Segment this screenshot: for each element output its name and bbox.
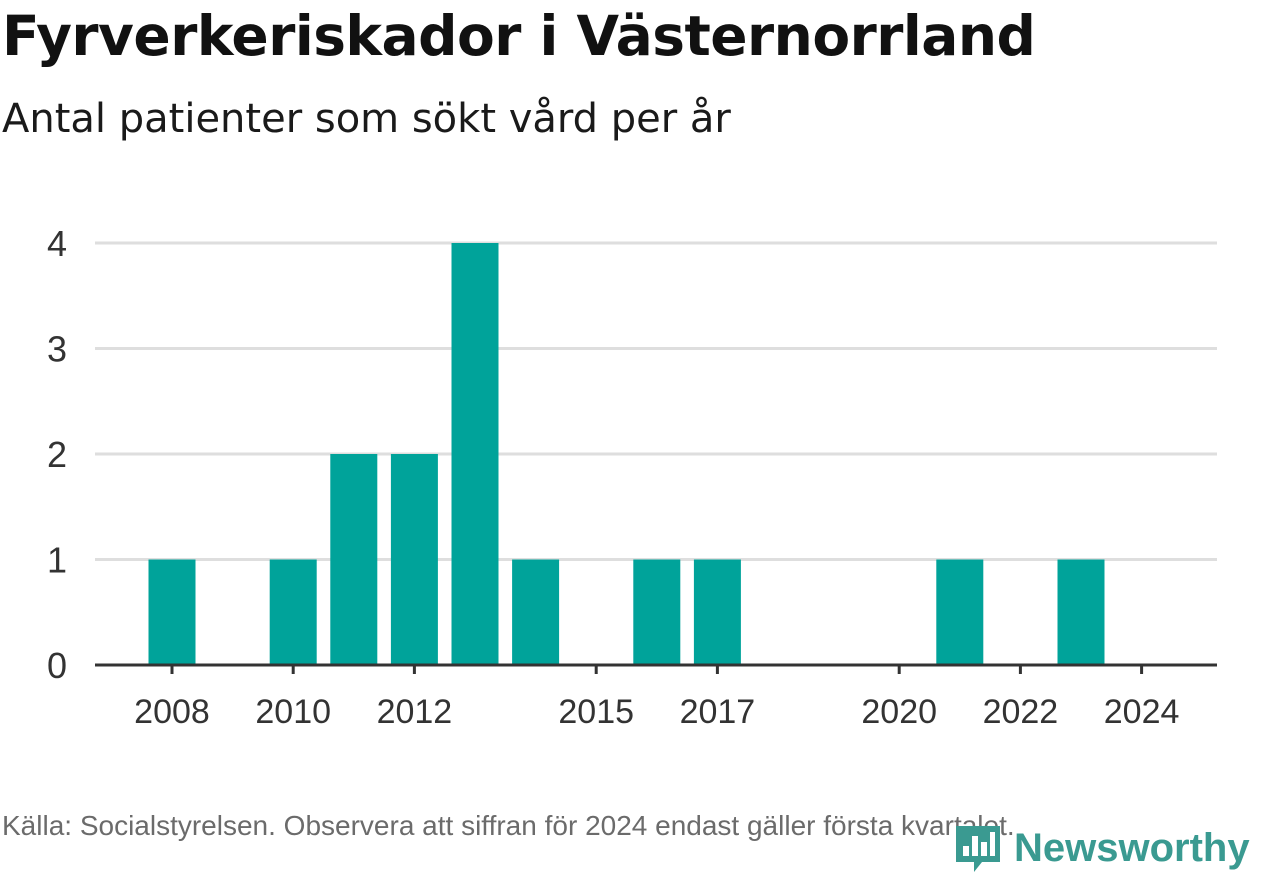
x-tick-label: 2017 <box>680 693 756 731</box>
bar-2014 <box>512 559 560 665</box>
y-tick-label: 2 <box>47 434 67 475</box>
newsworthy-bar-chart-icon <box>956 826 1000 872</box>
y-tick-label: 1 <box>47 540 67 581</box>
x-tick-label: 2015 <box>558 693 634 731</box>
y-tick-label: 4 <box>47 223 67 264</box>
x-tick-label: 2020 <box>861 693 937 731</box>
bar-2017 <box>693 559 741 665</box>
bar-chart: 0 1 2 3 4 2008 2010 2012 2015 2017 2020 2022 2024 <box>47 223 1217 731</box>
bar-2023 <box>1057 559 1105 665</box>
y-tick-label: 3 <box>47 329 67 370</box>
x-tick-label: 2024 <box>1104 693 1180 731</box>
chart-title: Fyrverkeriskador i Västernorrland <box>2 4 1036 68</box>
newsworthy-logo: Newsworthy <box>952 822 1250 874</box>
bar-2010 <box>269 559 317 665</box>
bars <box>148 243 1105 665</box>
bar-2013 <box>451 243 499 665</box>
x-tick-labels: 2008 2010 2012 2015 2017 2020 2022 2024 <box>134 665 1179 731</box>
y-tick-labels: 0 1 2 3 4 <box>47 223 67 686</box>
bar-2012 <box>390 454 438 665</box>
logo-text: Newsworthy <box>1014 825 1250 870</box>
bar-2016 <box>633 559 681 665</box>
gridlines <box>95 241 1217 561</box>
chart-subtitle: Antal patienter som sökt vård per år <box>2 96 731 142</box>
x-tick-label: 2010 <box>255 693 331 731</box>
y-tick-label: 0 <box>47 645 67 686</box>
source-note: Källa: Socialstyrelsen. Observera att si… <box>2 810 1015 841</box>
x-tick-label: 2012 <box>377 693 453 731</box>
x-tick-label: 2022 <box>983 693 1059 731</box>
bar-2011 <box>330 454 378 665</box>
bar-2021 <box>936 559 984 665</box>
bar-2008 <box>148 559 196 665</box>
x-tick-label: 2008 <box>134 693 210 731</box>
